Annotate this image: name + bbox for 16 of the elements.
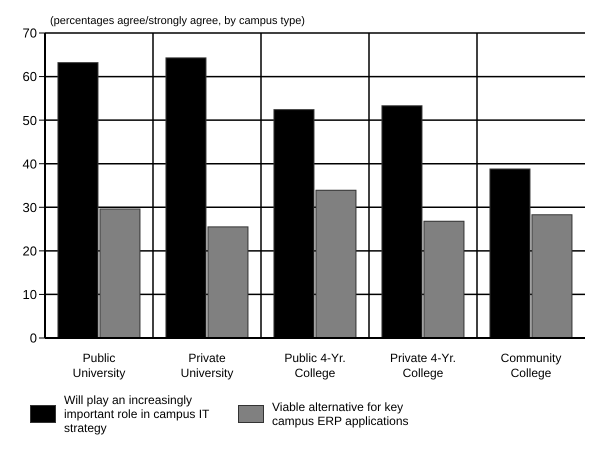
y-tick-label: 10: [22, 287, 37, 302]
x-tick-label: Community College: [500, 351, 562, 380]
legend-label: Will play an increasingly important role in campus IT strategy: [64, 393, 210, 435]
x-tick-label: Public University: [72, 351, 126, 380]
legend-label: Viable alternative for key campus ERP applications: [272, 400, 410, 428]
y-tick-label: 30: [22, 200, 37, 215]
y-tick-label: 0: [30, 330, 37, 346]
y-tick-label: 50: [22, 112, 37, 128]
x-tick-label: Private University: [180, 351, 234, 380]
y-tick-label: 60: [22, 69, 37, 84]
y-tick-label: 20: [22, 243, 37, 258]
y-tick-label: 70: [22, 26, 37, 41]
y-tick-label: 40: [22, 156, 37, 172]
x-tick-label: Public 4-Yr. College: [284, 351, 346, 380]
chart-title: (percentages agree/strongly agree, by campus type): [50, 15, 305, 27]
x-tick-label: Private 4-Yr. College: [390, 351, 456, 380]
